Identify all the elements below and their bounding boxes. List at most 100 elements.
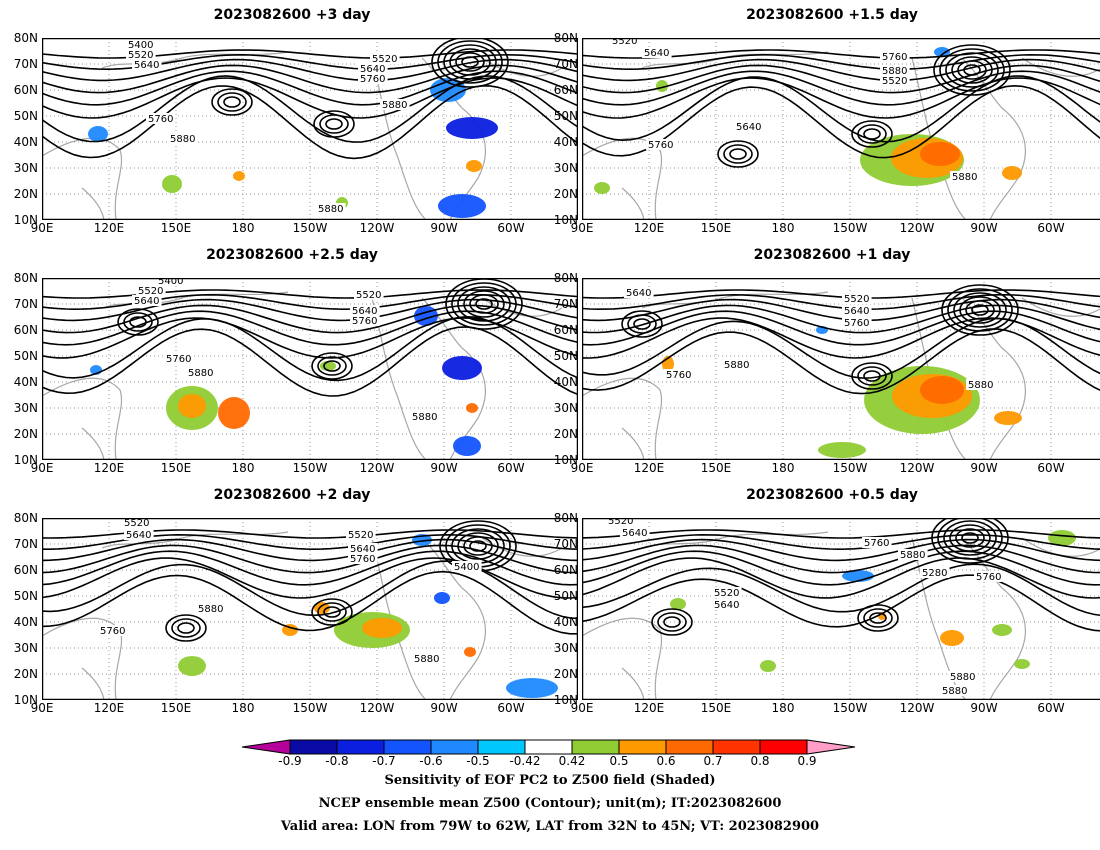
lon-tick-label: 150W [832, 701, 868, 715]
contour-label: 5640 [352, 306, 377, 317]
lon-tick-label: 150E [160, 461, 192, 475]
panel-title: 2023082600 +3 day [213, 7, 371, 23]
lat-tick-label: 60N [553, 323, 578, 337]
lat-tick-label: 80N [13, 31, 38, 45]
panel-title: 2023082600 +2 day [213, 487, 371, 503]
caption-line-1: Sensitivity of EOF PC2 to Z500 field (Sh… [384, 773, 716, 788]
lat-tick-label: 60N [553, 83, 578, 97]
contour-label: 5760 [360, 74, 385, 85]
contour-label: 5280 [922, 568, 947, 579]
colorbar-tick-label: -0.6 [419, 754, 443, 768]
lat-tick-label: 80N [13, 511, 38, 525]
contour-label: 5640 [626, 288, 651, 299]
lon-tick-label: 90E [570, 221, 594, 235]
contour-label: 5640 [714, 600, 739, 611]
contour-label: 5520 [844, 294, 869, 305]
lon-tick-label: 120E [633, 221, 665, 235]
lon-tick-label: 150W [292, 701, 328, 715]
colorbar-swatch [618, 739, 667, 755]
contour-label: 5640 [622, 528, 647, 539]
contour-label: 5880 [950, 672, 975, 683]
lon-tick-label: 150E [160, 701, 192, 715]
lon-tick-label: 120E [93, 701, 125, 715]
contour-label: 5520 [348, 530, 373, 541]
contour-label: 5760 [648, 140, 673, 151]
contour-label: 5880 [724, 360, 749, 371]
lon-tick-label: 150W [832, 221, 868, 235]
colorbar-arrow-right [806, 739, 856, 755]
lat-tick-label: 20N [13, 187, 38, 201]
lat-tick-label: 50N [13, 109, 38, 123]
contour-label: 5880 [968, 380, 993, 391]
lon-tick-label: 60W [497, 221, 525, 235]
lon-tick-label: 120W [359, 221, 395, 235]
contour-label: 5760 [350, 554, 375, 565]
contour-label: 5640 [360, 64, 385, 75]
contour-label: 5880 [952, 172, 977, 183]
contour-label: 5520 [608, 518, 633, 527]
lon-tick-label: 180 [771, 701, 795, 715]
lat-tick-label: 70N [553, 537, 578, 551]
contour-label: 5640 [736, 122, 761, 133]
contour-label: 5760 [166, 354, 191, 365]
lat-tick-label: 30N [553, 641, 578, 655]
lon-tick-label: 120W [899, 461, 935, 475]
contour-label: 5880 [882, 66, 907, 77]
lat-tick-label: 50N [13, 349, 38, 363]
lon-tick-label: 60W [1037, 221, 1065, 235]
colorbar-swatch [665, 739, 714, 755]
lon-tick-label: 90E [570, 701, 594, 715]
caption-line-3: Valid area: LON from 79W to 62W, LAT fro… [280, 819, 820, 834]
map-panel-3day: 5400 5520 5640 5760 5880 5880 5520 5640 5760 5880 [42, 38, 578, 220]
contour-label: 5520 [356, 290, 381, 301]
lat-tick-label: 20N [13, 427, 38, 441]
lon-tick-label: 120E [93, 221, 125, 235]
colorbar-swatch [289, 739, 338, 755]
colorbar-swatch [336, 739, 385, 755]
lon-tick-label: 60W [1037, 701, 1065, 715]
colorbar-swatch [571, 739, 620, 755]
lat-tick-label: 50N [553, 349, 578, 363]
lon-tick-label: 180 [771, 461, 795, 475]
colorbar-tick-label: 0.7 [703, 754, 723, 768]
lon-tick-label: 90W [970, 461, 998, 475]
lat-tick-label: 10N [13, 213, 38, 227]
colorbar-swatch [524, 739, 573, 755]
lat-tick-label: 40N [13, 615, 38, 629]
caption-line-2: NCEP ensemble mean Z500 (Contour); unit(… [318, 796, 782, 811]
lat-tick-label: 80N [553, 271, 578, 285]
lon-tick-label: 120E [633, 461, 665, 475]
map-panel-1day: 5640 5760 5880 5520 5640 5760 5880 [582, 278, 1100, 460]
contour-label: 5880 [318, 204, 343, 215]
lat-tick-label: 10N [553, 453, 578, 467]
lon-tick-label: 180 [771, 221, 795, 235]
contour-label: 5640 [134, 296, 159, 307]
lon-tick-label: 150W [292, 221, 328, 235]
contour-label: 5760 [148, 114, 173, 125]
contour-label: 5760 [844, 318, 869, 329]
lat-tick-label: 30N [553, 161, 578, 175]
lat-tick-label: 50N [553, 109, 578, 123]
contour-label: 5760 [976, 572, 1001, 583]
contour-label: 5880 [382, 100, 407, 111]
panel-title: 2023082600 +2.5 day [206, 247, 378, 263]
lon-tick-label: 120E [93, 461, 125, 475]
colorbar-tick-label: 0.6 [656, 754, 676, 768]
grid [42, 38, 578, 220]
lat-tick-label: 40N [553, 375, 578, 389]
lat-tick-label: 60N [13, 563, 38, 577]
lat-tick-label: 30N [13, 401, 38, 415]
lat-tick-label: 10N [553, 213, 578, 227]
lon-tick-label: 120W [359, 461, 395, 475]
lon-tick-label: 180 [231, 701, 255, 715]
lon-tick-label: 90W [430, 701, 458, 715]
lon-tick-label: 120W [899, 221, 935, 235]
lat-tick-label: 40N [553, 615, 578, 629]
colorbar-tick-label: -0.7 [372, 754, 396, 768]
contour-label: 5520 [372, 54, 397, 65]
